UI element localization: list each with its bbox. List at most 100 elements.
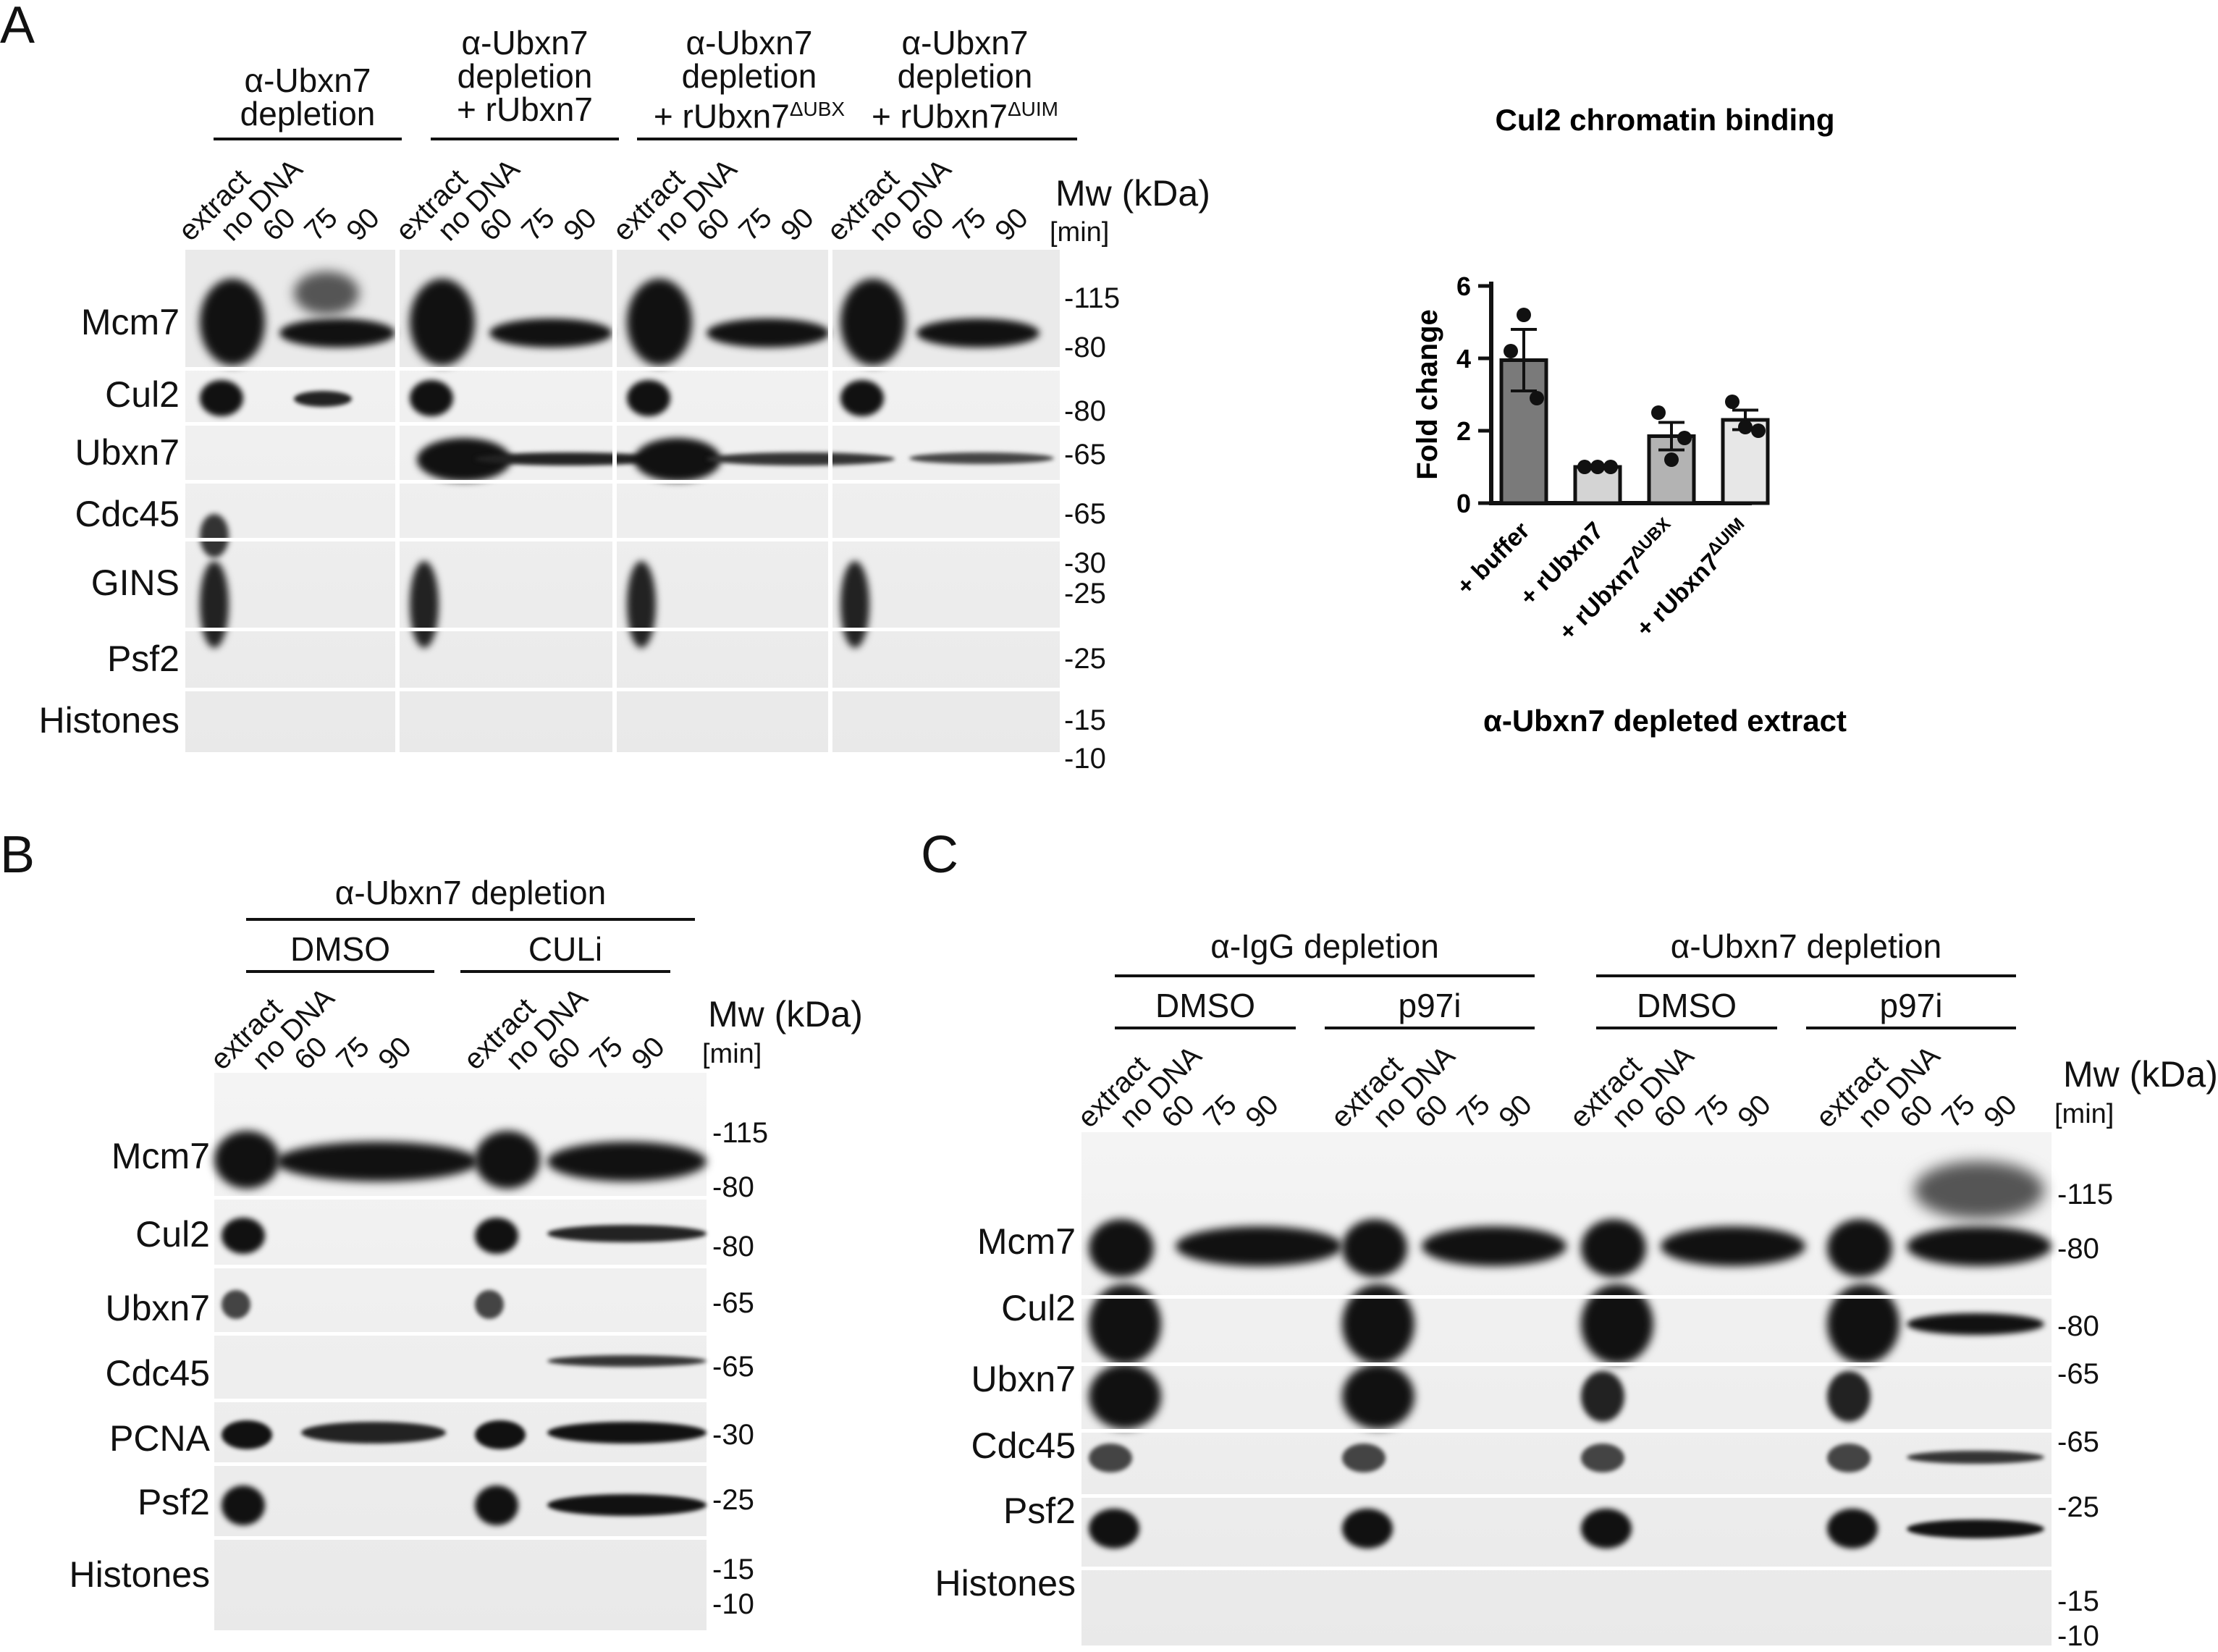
panel-a-mw-marker: -25: [1064, 578, 1106, 610]
panel-a-mw-marker: -30: [1064, 547, 1106, 579]
panel-b-group-header: CULi: [528, 930, 603, 968]
chart-y-label: Fold change: [1412, 309, 1443, 480]
panel-b-mw-marker: -10: [712, 1588, 754, 1620]
chart-title: Cul2 chromatin binding: [1496, 103, 1835, 137]
chart-y-tick-label: 0: [1456, 489, 1471, 518]
panel-b-mw-title: Mw (kDa): [708, 994, 863, 1034]
panel-b-min-label: [min]: [702, 1039, 762, 1069]
panel-a-min-label: [min]: [1050, 217, 1110, 248]
panel-c-row-label: Psf2: [1003, 1491, 1076, 1531]
panel-c-group-line: [1806, 1027, 2016, 1029]
header-line3: + rUbxn7: [457, 90, 593, 128]
chart-x-tick-superscript: ΔUIM: [1703, 514, 1748, 559]
panel-c-mw-marker: -80: [2057, 1233, 2099, 1265]
panel-b-blot: [214, 1073, 707, 1630]
header-line1: α-Ubxn7: [686, 24, 813, 62]
panel-a-blot: [185, 250, 1060, 752]
chart-data-point: [1725, 395, 1740, 409]
panel-a-group-header: α-Ubxn7 depletion + rUbxn7ΔUIM: [853, 26, 1077, 132]
panel-b-lane-label: 75: [330, 1030, 376, 1076]
panel-b-lane-label: 90: [625, 1030, 671, 1076]
panel-b-mw-marker: -80: [712, 1171, 754, 1203]
panel-a-mw-marker: -10: [1064, 743, 1106, 775]
panel-c-top-header-ubxn7: α-Ubxn7 depletion: [1670, 927, 1942, 965]
panel-b-mw-marker: -65: [712, 1351, 754, 1383]
panel-c-group-line: [1325, 1027, 1535, 1029]
panel-a-group-header: α-Ubxn7 depletion + rUbxn7ΔUBX: [637, 26, 861, 132]
panel-c-row-label: Histones: [935, 1563, 1076, 1603]
panel-c-mw-marker: -10: [2057, 1620, 2099, 1652]
panel-c-row-label: Cul2: [1001, 1288, 1076, 1328]
header-line1: α-Ubxn7: [461, 24, 589, 62]
panel-b-row-label: Ubxn7: [105, 1288, 210, 1328]
header-line2: depletion: [681, 57, 817, 95]
chart-y-tick-label: 2: [1456, 416, 1471, 446]
panel-a-lane-label: 75: [298, 201, 344, 248]
panel-c-mw-marker: -80: [2057, 1310, 2099, 1342]
panel-a-row-label: Cul2: [105, 374, 180, 415]
panel-b-letter: B: [0, 826, 35, 884]
cul2-chart: Cul2 chromatin binding 0 2 4 6 Fold change + b…: [1361, 94, 1882, 746]
panel-a-group-header: α-Ubxn7 depletion + rUbxn7: [431, 26, 619, 126]
panel-a-group-header: α-Ubxn7 depletion: [214, 64, 402, 130]
chart-y-tick-label: 4: [1456, 344, 1471, 374]
panel-b-group-line: [246, 970, 434, 973]
panel-c-mw-marker: -15: [2057, 1585, 2099, 1617]
header-line2: depletion: [240, 95, 376, 132]
panel-b-lane-label: 90: [372, 1030, 418, 1076]
panel-c-group-line: [1115, 1027, 1296, 1029]
panel-c-row-label: Ubxn7: [971, 1359, 1076, 1399]
chart-data-point: [1517, 308, 1531, 322]
panel-a-group-line: [637, 138, 861, 140]
panel-c-blot: [1081, 1132, 2052, 1645]
panel-a-lane-label: 75: [947, 201, 992, 248]
panel-b-mw-marker: -25: [712, 1484, 754, 1516]
chart-data-point: [1504, 344, 1518, 358]
panel-a-lane-label: 75: [515, 201, 561, 248]
panel-b-mw-marker: -115: [712, 1117, 769, 1149]
panel-c-top-line-igg: [1115, 974, 1535, 977]
panel-c-mw-marker: -65: [2057, 1358, 2099, 1390]
panel-a-group-line: [431, 138, 619, 140]
panel-c-lane-label: 75: [1690, 1088, 1735, 1134]
chart-y-tick-label: 6: [1456, 271, 1471, 301]
panel-a-row-label: Mcm7: [80, 302, 180, 342]
panel-c-group-header: p97i: [1879, 987, 1943, 1024]
panel-b-mw-marker: -15: [712, 1554, 754, 1585]
panel-a-mw-marker: -80: [1064, 395, 1106, 427]
panel-c-lane-label: 90: [1978, 1088, 2023, 1134]
panel-c-row-label: Cdc45: [971, 1425, 1076, 1466]
panel-a-mw-marker: -65: [1064, 439, 1106, 471]
panel-b-lane-label: 75: [583, 1030, 629, 1076]
chart-data-point: [1590, 460, 1605, 474]
panel-a-group-line: [214, 138, 402, 140]
panel-b-row-label: Mcm7: [111, 1136, 210, 1176]
chart-data-point: [1651, 405, 1666, 420]
panel-b-mw-marker: -80: [712, 1231, 754, 1263]
panel-b-mw-marker: -65: [712, 1287, 754, 1319]
panel-c-mw-marker: -115: [2057, 1179, 2114, 1210]
chart-x-tick-superscript: ΔUBX: [1626, 514, 1674, 562]
panel-b-row-label: Cul2: [135, 1214, 210, 1255]
panel-c-lane-label: 90: [1732, 1088, 1777, 1134]
chart-data-point: [1530, 391, 1544, 405]
panel-b-top-header: α-Ubxn7 depletion: [334, 874, 607, 911]
header-line3: + rUbxn7ΔUBX: [653, 97, 846, 135]
panel-c-lane-label: 90: [1493, 1088, 1538, 1134]
panel-a-mw-marker: -15: [1064, 704, 1106, 736]
panel-c-min-label: [min]: [2054, 1099, 2114, 1129]
panel-a-lane-label: 90: [340, 201, 386, 248]
chart-subtitle: α-Ubxn7 depleted extract: [1483, 704, 1847, 738]
panel-c-top-header-igg: α-IgG depletion: [1210, 927, 1439, 965]
panel-c-lane-label: 75: [1197, 1088, 1243, 1134]
panel-a-mw-marker: -80: [1064, 332, 1106, 363]
panel-b-row-label: Histones: [69, 1554, 210, 1595]
header-line3: + rUbxn7ΔUIM: [872, 97, 1058, 135]
panel-c-group-line: [1596, 1027, 1777, 1029]
panel-c-lane-label: 90: [1239, 1088, 1285, 1134]
chart-data-point: [1738, 420, 1753, 434]
panel-a-mw-marker: -115: [1064, 282, 1121, 314]
panel-c-group-header: DMSO: [1637, 987, 1737, 1024]
panel-a-mw-marker: -65: [1064, 498, 1106, 530]
